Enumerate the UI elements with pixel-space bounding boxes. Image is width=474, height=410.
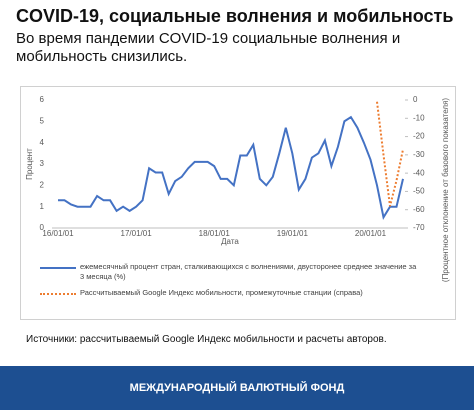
y-tick-label: 2 <box>40 180 45 189</box>
legend-label: Рассчитываемый Google Индекс мобильности… <box>80 288 363 297</box>
x-tick-label: 20/01/01 <box>355 229 387 238</box>
y2-axis-title: (Процентное отклонение от базового показ… <box>441 98 450 283</box>
chart-frame <box>20 86 456 320</box>
y-axis-title: Процент <box>25 148 34 180</box>
x-tick-label: 18/01/01 <box>199 229 231 238</box>
legend-swatch <box>40 267 76 269</box>
y2-tick-label: -40 <box>413 168 425 177</box>
x-tick-label: 17/01/01 <box>121 229 153 238</box>
y2-tick-label: -30 <box>413 150 425 159</box>
series-line <box>376 101 404 207</box>
y2-tick-label: -70 <box>413 223 425 232</box>
legend-swatch <box>40 293 76 295</box>
y2-tick-label: -50 <box>413 187 425 196</box>
y-tick-label: 4 <box>40 138 45 147</box>
legend-label: ежемесячный процент стран, сталкивающихс… <box>80 262 417 281</box>
y-tick-label: 1 <box>40 202 45 211</box>
y-tick-label: 3 <box>40 159 45 168</box>
source: Источники: рассчитываемый Google Индекс … <box>26 334 387 345</box>
footer: МЕЖДУНАРОДНЫЙ ВАЛЮТНЫЙ ФОНД <box>0 366 474 410</box>
x-axis-title: Дата <box>221 237 239 246</box>
chart: Процент Дата (Процентное отклонение от б… <box>25 95 450 283</box>
x-tick-label: 16/01/01 <box>42 229 74 238</box>
legend-item: Рассчитываемый Google Индекс мобильности… <box>40 288 420 298</box>
y-tick-label: 6 <box>40 95 45 104</box>
subtitle: Во время пандемии COVID-19 социальные во… <box>16 30 401 65</box>
title: COVID-19, социальные волнения и мобильно… <box>16 6 454 26</box>
y2-tick-label: -60 <box>413 205 425 214</box>
x-tick-label: 19/01/01 <box>277 229 309 238</box>
y2-tick-label: -20 <box>413 132 425 141</box>
y-tick-label: 0 <box>40 223 45 232</box>
series-line <box>58 115 404 220</box>
legend-item: ежемесячный процент стран, сталкивающихс… <box>40 262 420 282</box>
y2-tick-label: 0 <box>413 95 418 104</box>
y-tick-label: 5 <box>40 116 45 125</box>
y2-tick-label: -10 <box>413 113 425 122</box>
